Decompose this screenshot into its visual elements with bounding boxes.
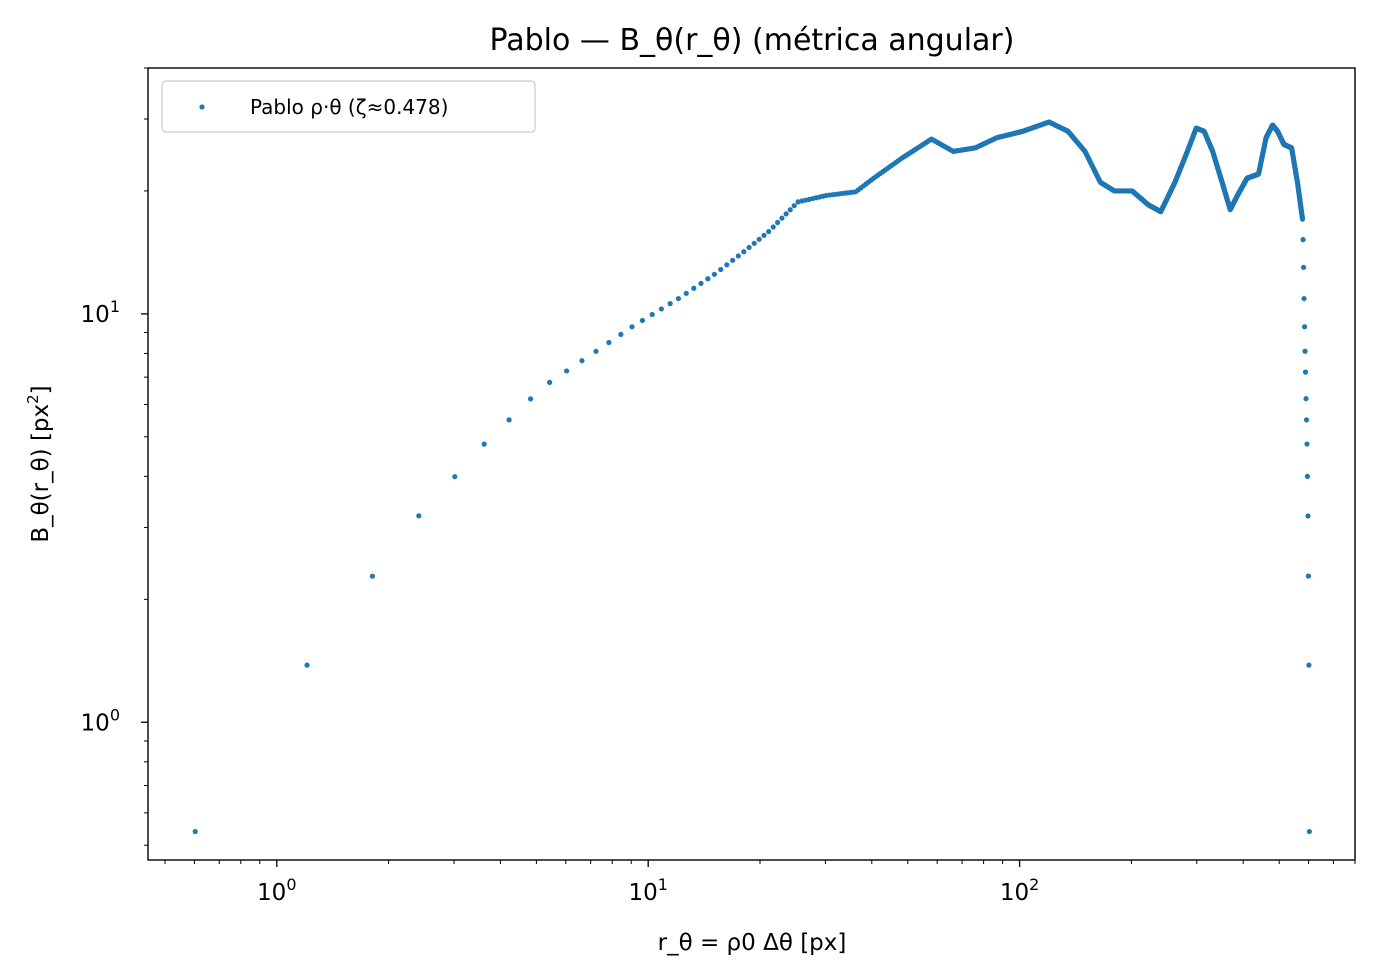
data-point <box>593 348 599 354</box>
data-point <box>369 573 376 579</box>
data-point <box>629 324 635 330</box>
y-axis-label: B_θ(r_θ) [px2] <box>24 385 54 542</box>
data-point <box>304 662 310 668</box>
data-point <box>1304 441 1310 447</box>
data-point <box>698 280 704 286</box>
data-point <box>1304 473 1311 479</box>
data-point <box>506 417 512 423</box>
chart-title: Pablo — B_θ(r_θ) (métrica angular) <box>490 23 1015 58</box>
data-point <box>730 257 736 263</box>
data-point <box>579 358 585 364</box>
data-point <box>1306 662 1312 668</box>
data-point <box>770 224 776 230</box>
data-point <box>1301 324 1308 330</box>
y-axis: 100 101 <box>81 67 148 846</box>
legend-marker <box>199 104 205 110</box>
data-point <box>1305 573 1312 579</box>
data-point <box>416 513 422 519</box>
data-point <box>618 331 624 337</box>
data-point <box>547 379 553 385</box>
data-point <box>746 244 752 251</box>
data-point <box>452 474 458 480</box>
x-tick-label: 100 <box>257 875 296 906</box>
data-point <box>735 253 741 259</box>
data-point <box>787 207 793 213</box>
x-axis-label: r_θ = ρ0 Δθ [px] <box>658 930 847 956</box>
y-axis-label-exponent: 2 <box>24 394 42 404</box>
plot-frame <box>147 67 1356 861</box>
data-point <box>1300 237 1306 243</box>
data-point <box>649 311 655 318</box>
data-point <box>1305 513 1311 519</box>
data-point <box>791 203 797 209</box>
data-points <box>192 119 1312 835</box>
data-point <box>683 290 689 296</box>
data-point <box>691 285 697 291</box>
data-point <box>718 266 724 273</box>
legend: Pablo ρ·θ (ζ≈0.478) <box>161 80 536 133</box>
data-point <box>658 306 665 312</box>
data-point <box>1303 417 1310 423</box>
data-point <box>761 232 767 238</box>
data-point <box>724 262 730 268</box>
data-point <box>751 240 757 246</box>
y-axis-label-main: B_θ(r_θ) [px <box>28 404 54 543</box>
data-point <box>1303 396 1309 402</box>
data-point <box>606 339 612 346</box>
data-point <box>766 228 772 235</box>
data-point <box>711 271 718 277</box>
data-point <box>741 249 747 255</box>
data-point <box>1306 828 1312 835</box>
data-point <box>775 219 781 226</box>
data-point <box>1302 369 1309 375</box>
legend-box <box>161 80 536 133</box>
data-point <box>783 211 789 217</box>
data-point <box>779 215 785 221</box>
y-tick-label: 101 <box>81 297 120 328</box>
legend-label: Pablo ρ·θ (ζ≈0.478) <box>250 95 448 119</box>
data-point <box>1300 264 1307 270</box>
data-point <box>639 317 646 324</box>
data-point <box>192 828 198 835</box>
data-point <box>667 301 673 307</box>
y-tick-label: 100 <box>81 705 120 736</box>
data-point <box>528 396 534 402</box>
x-tick-label: 102 <box>1000 875 1039 906</box>
data-point <box>1301 295 1307 302</box>
x-axis: 100 101 102 <box>164 860 1356 906</box>
data-point <box>1302 348 1308 354</box>
data-point <box>675 295 682 302</box>
data-point <box>705 276 711 282</box>
data-point <box>1299 216 1306 222</box>
data-point <box>756 236 762 242</box>
y-axis-label-tail: ] <box>28 385 54 394</box>
data-point <box>564 368 570 374</box>
data-point <box>481 441 487 447</box>
x-tick-label: 101 <box>628 875 667 906</box>
